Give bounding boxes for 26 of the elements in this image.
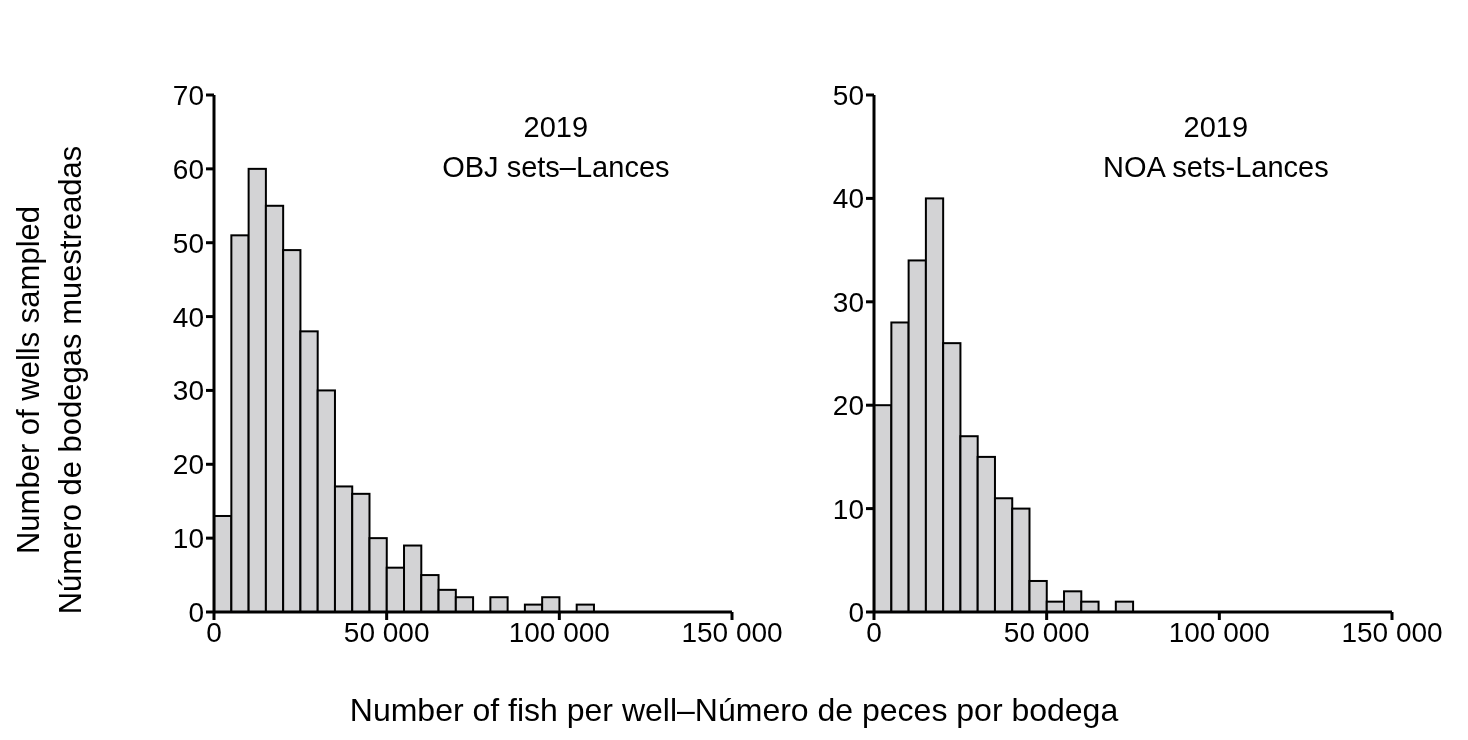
y-tick-label: 50 — [832, 79, 864, 111]
annotation: OBJ sets–Lances — [441, 150, 671, 185]
x-tick-label: 50 000 — [1003, 616, 1090, 648]
y-tick-label: 70 — [172, 79, 204, 111]
y-tick-label: 20 — [832, 390, 864, 422]
annotation: NOA sets-Lances — [1102, 150, 1330, 185]
x-tick-label: 150 000 — [681, 616, 783, 648]
annotation: 2019 — [1182, 110, 1250, 145]
y-tick-label: 0 — [188, 596, 204, 628]
x-tick-label: 100 000 — [1168, 616, 1270, 648]
y-tick-label: 20 — [172, 449, 204, 481]
y-tick-label: 40 — [832, 183, 864, 215]
y-tick-label: 40 — [172, 301, 204, 333]
annotation: 2019 — [522, 110, 590, 145]
x-tick-label: 50 000 — [343, 616, 430, 648]
y-tick-label: 10 — [172, 523, 204, 555]
y-tick-label: 50 — [172, 227, 204, 259]
y-tick-label: 10 — [832, 493, 864, 525]
y-tick-label: 60 — [172, 153, 204, 185]
y-tick-label: 0 — [848, 596, 864, 628]
y-axis-title: Number of wells sampled Número de bodegas muestreadas — [10, 145, 89, 615]
y-tick-label: 30 — [172, 375, 204, 407]
x-tick-label: 100 000 — [508, 616, 610, 648]
y-tick-label: 30 — [832, 286, 864, 318]
x-tick-label: 150 000 — [1341, 616, 1443, 648]
x-axis-title: Number of fish per well–Número de peces por bodega — [348, 692, 1120, 729]
